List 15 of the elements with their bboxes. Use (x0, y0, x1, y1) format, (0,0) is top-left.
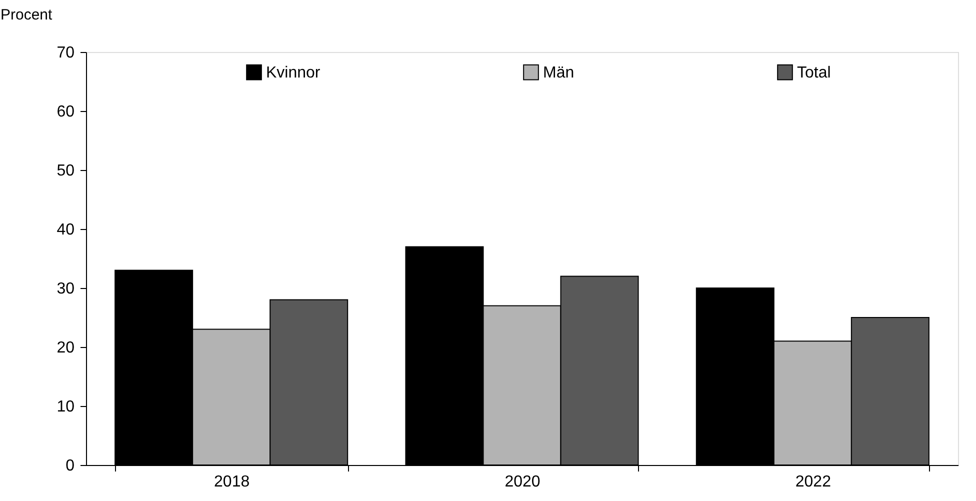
y-tick-label: 20 (56, 340, 75, 356)
y-tick-label: 40 (56, 222, 75, 238)
x-tick-label: 2018 (214, 474, 250, 490)
y-tick-label: 50 (56, 162, 75, 180)
legend-label: Total (797, 64, 831, 82)
y-tick-label: 0 (66, 458, 75, 474)
y-tick-label: 60 (56, 104, 75, 120)
y-tick-label: 70 (56, 44, 75, 62)
y-tick-label: 10 (56, 398, 75, 416)
x-tick-label: 2020 (504, 474, 540, 490)
legend-label: Män (543, 64, 574, 82)
y-tick-label: 30 (56, 280, 75, 298)
legend-label: Kvinnor (266, 64, 321, 82)
y-axis-title: Procent (0, 6, 54, 24)
x-tick-label: 2022 (795, 474, 832, 490)
